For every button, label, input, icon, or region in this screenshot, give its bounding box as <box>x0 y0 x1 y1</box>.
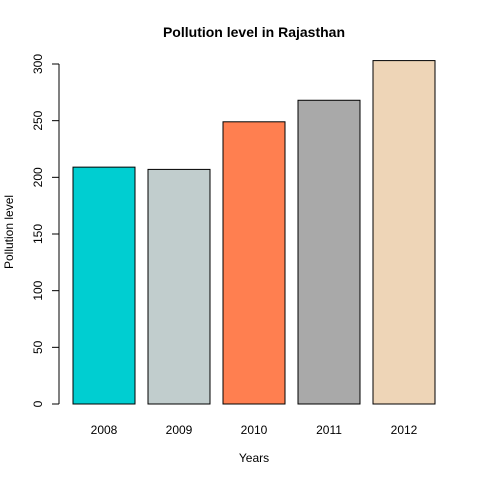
bar-2008 <box>72 166 136 405</box>
y-tick-label: 100 <box>31 280 45 300</box>
x-tick-label: 2009 <box>166 423 193 437</box>
bars <box>72 60 436 405</box>
chart-title: Pollution level in Rajasthan <box>163 24 345 40</box>
bar-2010 <box>222 121 286 405</box>
bar-2012 <box>372 60 436 405</box>
x-axis-label: Years <box>239 451 269 465</box>
y-tick-label: 50 <box>31 340 45 354</box>
y-tick-label: 200 <box>31 167 45 187</box>
y-tick-label: 0 <box>31 400 45 407</box>
y-tick-label: 150 <box>31 224 45 244</box>
y-tick-label: 300 <box>31 54 45 74</box>
x-tick-label: 2010 <box>241 423 268 437</box>
bar-2011 <box>297 99 361 405</box>
y-axis: 0 50 100 150 200 250 300 <box>31 54 60 407</box>
x-tick-label: 2011 <box>316 423 342 437</box>
x-tick-labels: 2008 2009 2010 2011 2012 <box>91 423 418 437</box>
bar-2009 <box>147 168 211 405</box>
x-tick-label: 2012 <box>391 423 418 437</box>
x-tick-label: 2008 <box>91 423 118 437</box>
y-axis-label: Pollution level <box>2 195 16 269</box>
y-tick-label: 250 <box>31 110 45 130</box>
